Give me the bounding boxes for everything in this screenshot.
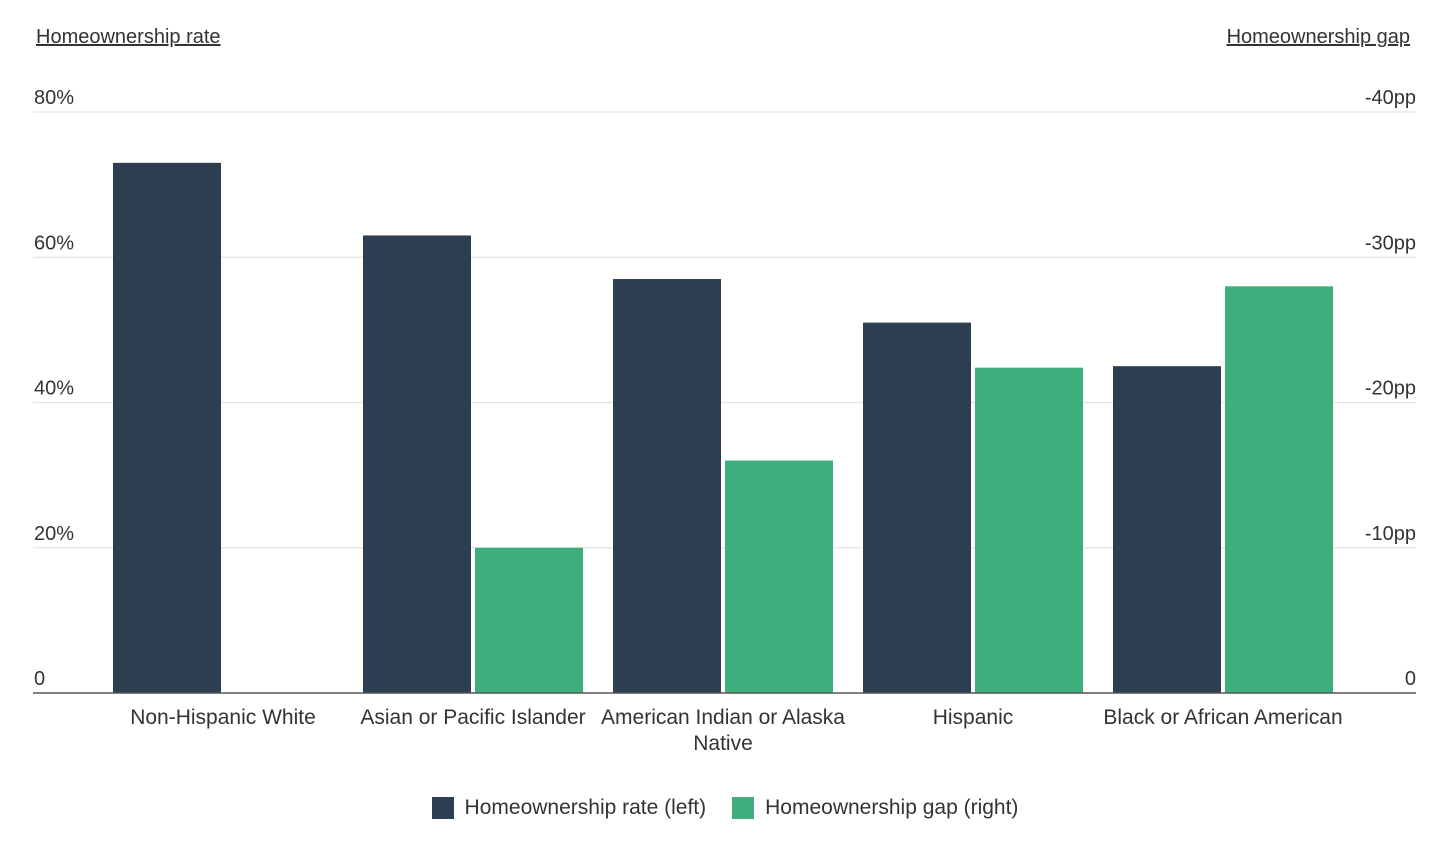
- category-label: American Indian or Alaska Native: [601, 706, 845, 755]
- left-tick-label: 40%: [34, 378, 74, 400]
- right-axis-title: Homeownership gap: [1227, 26, 1410, 48]
- legend-swatch-rate: [431, 797, 454, 819]
- left-axis-title: Homeownership rate: [36, 26, 221, 48]
- category-label: Non-Hispanic White: [130, 706, 316, 729]
- right-tick-label: -10pp: [1365, 523, 1416, 545]
- tick-labels: 0 0 20% -10pp 40% -20pp 60% -30pp 80% -40pp: [34, 87, 1416, 690]
- bar-gap-4: [1225, 286, 1333, 693]
- category-label: Black or African American: [1103, 706, 1342, 729]
- legend-swatch-gap: [732, 797, 755, 819]
- right-tick-label: -30pp: [1365, 232, 1416, 254]
- left-tick-label: 0: [34, 668, 45, 690]
- bar-rate-4: [1113, 366, 1221, 693]
- bars: [113, 162, 1333, 693]
- category-label: Hispanic: [933, 706, 1014, 729]
- category-labels: Non-Hispanic White Asian or Pacific Islan…: [130, 706, 1342, 755]
- bar-gap-3: [975, 367, 1083, 693]
- left-tick-label: 20%: [34, 523, 74, 545]
- right-tick-label: -40pp: [1365, 87, 1416, 109]
- legend: Homeownership rate (left) Homeownership …: [0, 796, 1450, 820]
- right-tick-label: 0: [1405, 668, 1416, 690]
- legend-label-gap: Homeownership gap (right): [765, 796, 1019, 819]
- bar-gap-2: [725, 460, 833, 693]
- bar-rate-2: [613, 279, 721, 693]
- bar-gap-1: [475, 547, 583, 693]
- legend-item-gap: Homeownership gap (right): [732, 796, 1018, 820]
- right-tick-label: -20pp: [1365, 378, 1416, 400]
- left-tick-label: 80%: [34, 87, 74, 109]
- bar-rate-1: [363, 235, 471, 693]
- bar-rate-3: [863, 322, 971, 693]
- legend-label-rate: Homeownership rate (left): [464, 796, 707, 819]
- bar-rate-0: [113, 162, 221, 693]
- left-tick-label: 60%: [34, 232, 74, 254]
- category-label: Asian or Pacific Islander: [360, 706, 585, 729]
- legend-item-rate: Homeownership rate (left): [431, 796, 707, 820]
